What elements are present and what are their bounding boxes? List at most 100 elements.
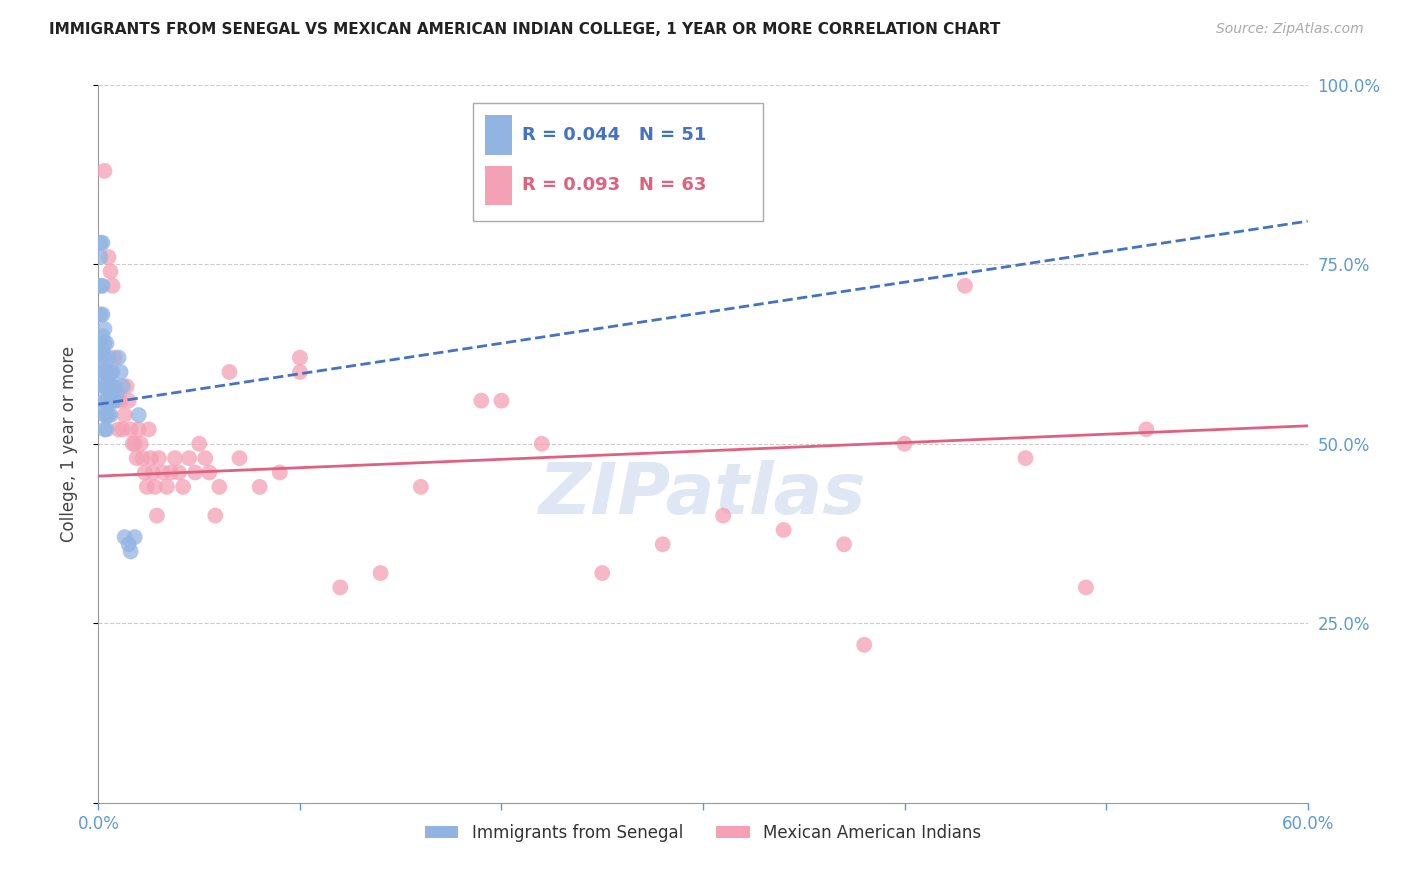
Point [138, 422, 160, 436]
Point [114, 408, 136, 422]
Point [91, 329, 114, 343]
Point [97, 379, 120, 393]
Point [288, 351, 311, 365]
Point [148, 451, 170, 466]
Point [105, 386, 128, 401]
Point [491, 393, 513, 408]
Point [152, 466, 174, 480]
Point [1135, 422, 1157, 436]
Point [129, 436, 152, 450]
Point [89, 351, 111, 365]
Point [146, 508, 169, 523]
Text: ZIPatlas: ZIPatlas [540, 459, 866, 529]
Point [111, 422, 134, 436]
Point [142, 466, 165, 480]
Point [132, 451, 155, 466]
Point [772, 523, 794, 537]
Point [121, 436, 143, 450]
Point [89, 235, 111, 250]
Point [89, 278, 111, 293]
Point [832, 537, 855, 551]
Point [93, 393, 115, 408]
Point [188, 436, 211, 450]
Point [1074, 581, 1097, 595]
Point [91, 365, 114, 379]
Point [96, 408, 118, 422]
Point [156, 480, 179, 494]
Point [194, 451, 217, 466]
Point [97, 365, 120, 379]
Point [91, 308, 114, 322]
Bar [474, 103, 763, 221]
Point [93, 379, 115, 393]
Point [249, 480, 271, 494]
Point [105, 393, 128, 408]
Point [93, 365, 115, 379]
Text: R = 0.093   N = 63: R = 0.093 N = 63 [522, 177, 706, 194]
Text: IMMIGRANTS FROM SENEGAL VS MEXICAN AMERICAN INDIAN COLLEGE, 1 YEAR OR MORE CORRE: IMMIGRANTS FROM SENEGAL VS MEXICAN AMERI… [49, 22, 1001, 37]
Point [115, 379, 138, 393]
Point [204, 508, 226, 523]
Point [91, 379, 114, 393]
Point [651, 537, 673, 551]
Point [134, 466, 156, 480]
Point [100, 365, 122, 379]
Point [107, 422, 129, 436]
Point [97, 408, 120, 422]
Point [953, 278, 976, 293]
Point [329, 581, 352, 595]
Point [103, 379, 125, 393]
Point [100, 408, 122, 422]
Point [96, 365, 118, 379]
Point [139, 451, 162, 466]
Point [120, 544, 142, 558]
Point [143, 480, 166, 494]
Point [93, 322, 115, 336]
Point [101, 365, 124, 379]
Point [103, 351, 125, 365]
Point [110, 393, 132, 408]
Point [124, 530, 146, 544]
Point [93, 351, 115, 365]
Point [97, 393, 120, 408]
Point [135, 480, 157, 494]
Bar [485, 115, 512, 154]
Legend: Immigrants from Senegal, Mexican American Indians: Immigrants from Senegal, Mexican America… [419, 817, 987, 848]
Point [128, 408, 150, 422]
Point [409, 480, 432, 494]
Point [100, 264, 122, 278]
Text: R = 0.044   N = 51: R = 0.044 N = 51 [522, 126, 706, 144]
Point [100, 393, 122, 408]
Point [89, 250, 111, 264]
Point [96, 422, 118, 436]
Point [1014, 451, 1036, 466]
Point [530, 436, 553, 450]
Point [853, 638, 876, 652]
Bar [485, 166, 512, 205]
Point [91, 343, 114, 358]
Point [93, 336, 115, 351]
Point [89, 336, 111, 351]
Point [198, 466, 221, 480]
Point [101, 379, 124, 393]
Point [163, 451, 186, 466]
Point [114, 530, 136, 544]
Point [89, 308, 111, 322]
Point [269, 466, 291, 480]
Point [172, 480, 194, 494]
Point [591, 566, 613, 580]
Point [101, 278, 124, 293]
Point [120, 422, 142, 436]
Point [97, 351, 120, 365]
Point [97, 250, 120, 264]
Point [288, 365, 311, 379]
Point [125, 451, 148, 466]
Point [470, 393, 492, 408]
Point [96, 379, 118, 393]
Point [103, 393, 125, 408]
Point [110, 365, 132, 379]
Point [101, 393, 124, 408]
Point [208, 480, 231, 494]
Point [167, 466, 190, 480]
Point [107, 351, 129, 365]
